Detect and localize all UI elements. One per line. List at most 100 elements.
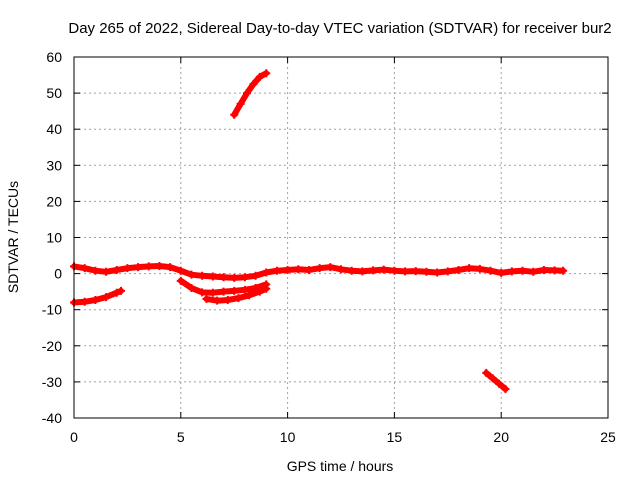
data-point <box>112 288 121 297</box>
data-point <box>230 286 239 295</box>
data-point <box>454 265 463 274</box>
data-point <box>529 267 538 276</box>
data-point <box>488 374 497 383</box>
y-tick-label: -30 <box>42 374 62 390</box>
data-point <box>539 265 548 274</box>
data-point <box>326 263 335 272</box>
data-point <box>249 80 258 89</box>
data-point <box>358 267 367 276</box>
x-tick-label: 15 <box>387 429 403 445</box>
chart-title: Day 265 of 2022, Sidereal Day-to-day VTE… <box>68 20 611 37</box>
data-point <box>283 265 292 274</box>
x-tick-label: 20 <box>493 429 509 445</box>
data-point <box>315 264 324 273</box>
data-point <box>134 263 143 272</box>
data-point <box>208 288 217 297</box>
data-point <box>443 267 452 276</box>
y-tick-label: -40 <box>42 410 62 426</box>
grid-lines <box>74 57 608 418</box>
data-point <box>255 72 264 81</box>
data-point <box>80 297 89 306</box>
data-point <box>433 268 442 277</box>
x-tick-label: 10 <box>280 429 296 445</box>
data-point <box>347 266 356 275</box>
data-point <box>230 110 239 119</box>
data-point <box>219 287 228 296</box>
y-tick-label: 60 <box>46 49 62 65</box>
series-arc-early-low <box>70 286 125 307</box>
data-point <box>223 295 232 304</box>
series-arc-high <box>230 69 271 119</box>
data-point <box>123 264 132 273</box>
data-point <box>91 295 100 304</box>
data-point <box>234 294 243 303</box>
data-point <box>102 293 111 302</box>
x-axis-label: GPS time / hours <box>287 458 394 474</box>
data-point <box>390 266 399 275</box>
data-point <box>272 266 281 275</box>
data-point <box>243 89 252 98</box>
y-tick-label: -10 <box>42 302 62 318</box>
y-tick-label: 50 <box>46 85 62 101</box>
data-point <box>559 266 568 275</box>
y-tick-label: 10 <box>46 230 62 246</box>
data-point <box>422 267 431 276</box>
data-point <box>251 271 260 280</box>
data-point <box>475 264 484 273</box>
data-point <box>80 264 89 273</box>
data-point <box>219 273 228 282</box>
data-point <box>482 368 491 377</box>
data-point <box>550 266 559 275</box>
data-point <box>255 287 264 296</box>
data-point <box>401 267 410 276</box>
x-tick-label: 5 <box>177 429 185 445</box>
data-point <box>262 268 271 277</box>
data-point <box>497 268 506 277</box>
series-arc-main <box>70 262 568 282</box>
y-tick-label: 40 <box>46 121 62 137</box>
data-point <box>465 264 474 273</box>
y-axis-label: SDTVAR / TECUs <box>5 181 21 293</box>
data-point <box>236 99 245 108</box>
data-point <box>495 379 504 388</box>
x-tick-label: 0 <box>70 429 78 445</box>
data-point <box>518 266 527 275</box>
data-point <box>304 265 313 274</box>
data-point <box>507 267 516 276</box>
axis-ticks: 0 5 10 15 20 25 -40 -30 -20 -10 0 10 20 30 40 50 60 <box>42 49 616 445</box>
series-trace <box>483 369 509 393</box>
data-point <box>337 265 345 274</box>
data-point <box>155 262 164 271</box>
y-tick-label: 20 <box>46 193 62 209</box>
data-point <box>486 266 495 275</box>
data-point <box>213 296 222 305</box>
data-series <box>70 69 568 394</box>
series-arc-afternoon-b <box>202 284 271 305</box>
data-point <box>102 267 111 276</box>
data-point <box>91 266 100 275</box>
y-tick-label: -20 <box>42 338 62 354</box>
data-point <box>411 267 420 276</box>
data-point <box>176 266 185 275</box>
data-point <box>240 273 249 282</box>
data-point <box>208 272 217 281</box>
series-arc-late-low <box>482 368 510 394</box>
data-point <box>369 266 378 275</box>
data-point <box>294 265 303 274</box>
data-point <box>240 285 249 294</box>
data-point <box>262 284 271 293</box>
data-point <box>187 284 196 293</box>
y-tick-label: 0 <box>54 266 62 282</box>
data-point <box>230 273 239 282</box>
data-point <box>116 286 125 295</box>
data-point <box>202 294 211 303</box>
y-tick-label: 30 <box>46 157 62 173</box>
data-point <box>198 288 207 297</box>
series-arc-afternoon-a <box>176 276 271 297</box>
data-point <box>112 265 121 274</box>
data-point <box>166 263 175 272</box>
data-point <box>144 262 153 271</box>
data-point <box>176 276 185 285</box>
data-point <box>245 291 254 300</box>
